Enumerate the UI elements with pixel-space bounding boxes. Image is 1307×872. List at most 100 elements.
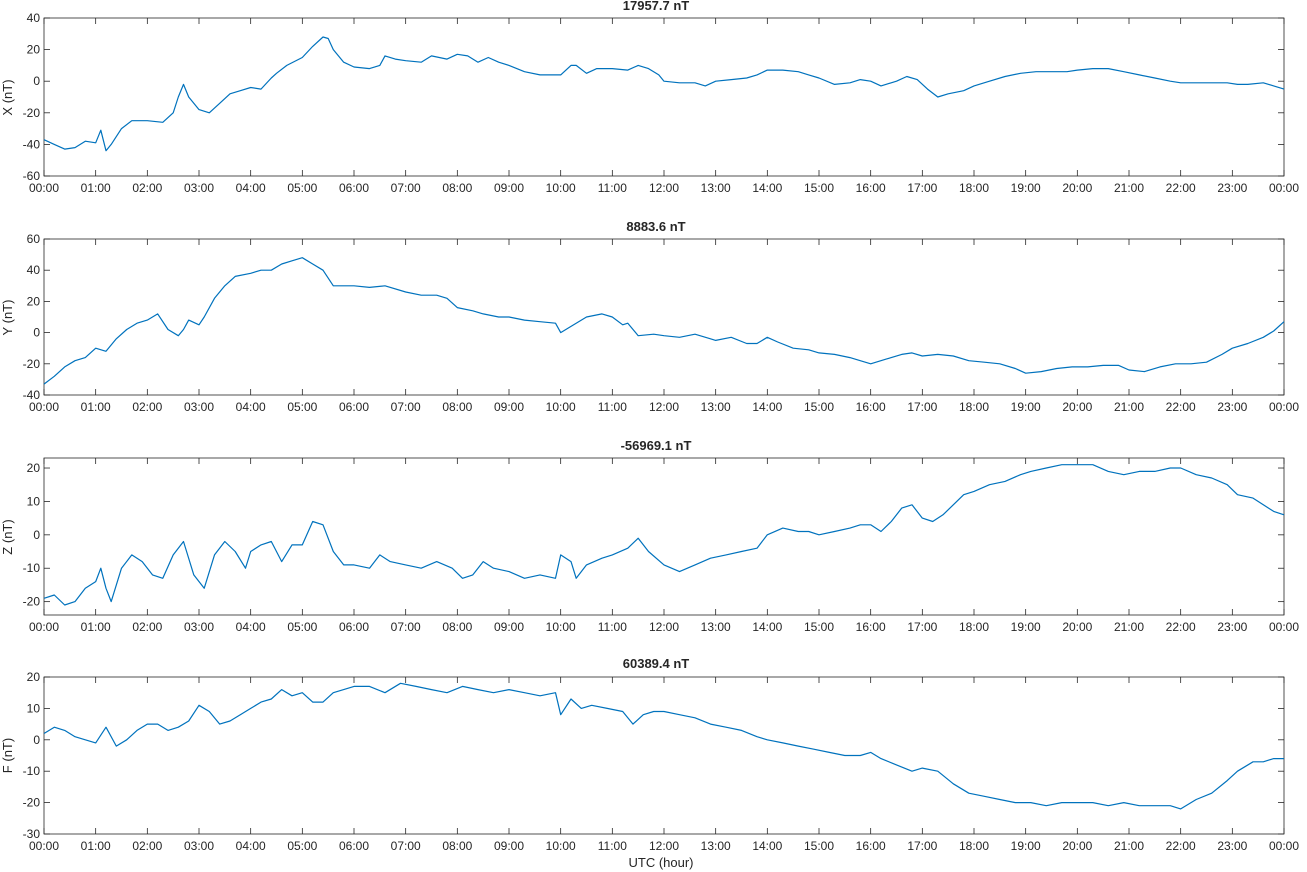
x-tick-label: 17:00 bbox=[907, 181, 937, 195]
x-tick-label: 15:00 bbox=[804, 400, 834, 414]
x-tick-label: 18:00 bbox=[959, 620, 989, 634]
x-tick-label: 18:00 bbox=[959, 181, 989, 195]
y-tick-label: 10 bbox=[27, 701, 41, 715]
x-tick-label: 20:00 bbox=[1062, 620, 1092, 634]
series-line-x bbox=[43, 36, 1285, 152]
x-tick-label: 12:00 bbox=[649, 181, 679, 195]
x-tick-label: 22:00 bbox=[1166, 620, 1196, 634]
y-tick-label: 40 bbox=[27, 11, 41, 25]
x-tick-label: 09:00 bbox=[494, 181, 524, 195]
plot-frame bbox=[43, 676, 1285, 835]
x-tick-label: 23:00 bbox=[1217, 181, 1247, 195]
y-tick-label: -20 bbox=[23, 595, 41, 609]
x-tick-label: 00:00 bbox=[1269, 400, 1299, 414]
panel-z-ylabel: Z (nT) bbox=[0, 519, 15, 554]
x-tick-label: 05:00 bbox=[287, 181, 317, 195]
panel-z: -56969.1 nT Z (nT) 00:00 01:00 02:00 03:00 0… bbox=[0, 438, 1299, 634]
x-tick-label: 22:00 bbox=[1166, 839, 1196, 853]
panel-x: 17957.7 nT X (nT) 00:00 01:00 02:00 03:00 04… bbox=[0, 0, 1299, 195]
x-tick-label: 12:00 bbox=[649, 400, 679, 414]
x-tick-label: 09:00 bbox=[494, 400, 524, 414]
x-tick-label: 12:00 bbox=[649, 620, 679, 634]
x-tick-label: 05:00 bbox=[287, 839, 317, 853]
x-tick-label: 14:00 bbox=[752, 620, 782, 634]
y-tick-label: 0 bbox=[33, 326, 40, 340]
x-tick-label: 01:00 bbox=[81, 181, 111, 195]
x-tick-label: 02:00 bbox=[132, 181, 162, 195]
x-tick-label: 22:00 bbox=[1166, 181, 1196, 195]
y-tick-label: 20 bbox=[27, 43, 41, 57]
y-tick-label: 20 bbox=[27, 294, 41, 308]
x-tick-label: 03:00 bbox=[184, 400, 214, 414]
y-tick-label: -20 bbox=[23, 357, 41, 371]
x-tick-label: 05:00 bbox=[287, 400, 317, 414]
x-tick-label: 11:00 bbox=[598, 181, 627, 195]
y-tick-label: -10 bbox=[23, 561, 41, 575]
x-tick-label: 16:00 bbox=[856, 181, 886, 195]
y-tick-label: 20 bbox=[27, 461, 41, 475]
x-tick-label: 07:00 bbox=[391, 400, 421, 414]
x-tick-label: 15:00 bbox=[804, 620, 834, 634]
x-tick-label: 02:00 bbox=[132, 400, 162, 414]
x-tick-label: 11:00 bbox=[598, 620, 627, 634]
series-line-z bbox=[43, 464, 1285, 606]
x-tick-label: 10:00 bbox=[546, 400, 576, 414]
x-tick-label: 17:00 bbox=[907, 839, 937, 853]
x-tick-label: 00:00 bbox=[1269, 620, 1299, 634]
x-tick-label: 00:00 bbox=[29, 839, 59, 853]
y-tick-label: -20 bbox=[23, 796, 41, 810]
x-tick-label: 06:00 bbox=[339, 839, 369, 853]
plot-frame bbox=[43, 457, 1285, 616]
x-tick-label: 17:00 bbox=[907, 620, 937, 634]
x-tick-label: 23:00 bbox=[1217, 620, 1247, 634]
panel-f-title: 60389.4 nT bbox=[623, 656, 690, 671]
x-tick-label: 00:00 bbox=[29, 181, 59, 195]
x-tick-label: 04:00 bbox=[236, 620, 266, 634]
x-tick-label: 15:00 bbox=[804, 839, 834, 853]
x-tick-label: 07:00 bbox=[391, 839, 421, 853]
y-tick-label: -30 bbox=[23, 827, 41, 841]
x-tick-label: 04:00 bbox=[236, 181, 266, 195]
x-tick-label: 14:00 bbox=[752, 839, 782, 853]
x-tick-label: 11:00 bbox=[598, 839, 627, 853]
series-line-f bbox=[43, 682, 1284, 810]
x-tick-label: 19:00 bbox=[1011, 400, 1041, 414]
x-tick-label: 00:00 bbox=[1269, 181, 1299, 195]
y-tick-label: -40 bbox=[23, 388, 41, 402]
x-tick-label: 20:00 bbox=[1062, 400, 1092, 414]
x-tick-label: 17:00 bbox=[907, 400, 937, 414]
panel-x-title: 17957.7 nT bbox=[623, 0, 690, 13]
x-tick-label: 15:00 bbox=[804, 181, 834, 195]
x-tick-label: 09:00 bbox=[494, 839, 524, 853]
y-tick-label: 40 bbox=[27, 263, 41, 277]
x-tick-label: 10:00 bbox=[546, 839, 576, 853]
y-tick-label: -20 bbox=[23, 106, 41, 120]
y-tick-label: -60 bbox=[23, 169, 41, 183]
x-tick-label: 12:00 bbox=[649, 839, 679, 853]
x-tick-label: 06:00 bbox=[339, 181, 369, 195]
x-tick-label: 06:00 bbox=[339, 400, 369, 414]
x-tick-label: 23:00 bbox=[1217, 839, 1247, 853]
y-tick-label: -40 bbox=[23, 137, 41, 151]
x-tick-label: 19:00 bbox=[1011, 839, 1041, 853]
x-tick-label: 13:00 bbox=[701, 839, 731, 853]
x-tick-label: 22:00 bbox=[1166, 400, 1196, 414]
x-tick-label: 14:00 bbox=[752, 181, 782, 195]
x-tick-label: 13:00 bbox=[701, 181, 731, 195]
x-tick-label: 19:00 bbox=[1011, 181, 1041, 195]
series-line-y bbox=[43, 257, 1285, 385]
plot-frame bbox=[43, 17, 1285, 177]
panel-y-title: 8883.6 nT bbox=[626, 219, 685, 234]
x-tick-label: 13:00 bbox=[701, 620, 731, 634]
x-tick-label: 03:00 bbox=[184, 839, 214, 853]
x-tick-label: 20:00 bbox=[1062, 839, 1092, 853]
x-tick-label: 21:00 bbox=[1114, 620, 1144, 634]
x-tick-label: 01:00 bbox=[81, 400, 111, 414]
x-tick-label: 16:00 bbox=[856, 620, 886, 634]
plot-frame bbox=[43, 238, 1285, 396]
y-tick-label: 20 bbox=[27, 670, 41, 684]
x-tick-label: 09:00 bbox=[494, 620, 524, 634]
x-tick-label: 18:00 bbox=[959, 839, 989, 853]
y-tick-label: 60 bbox=[27, 232, 41, 246]
